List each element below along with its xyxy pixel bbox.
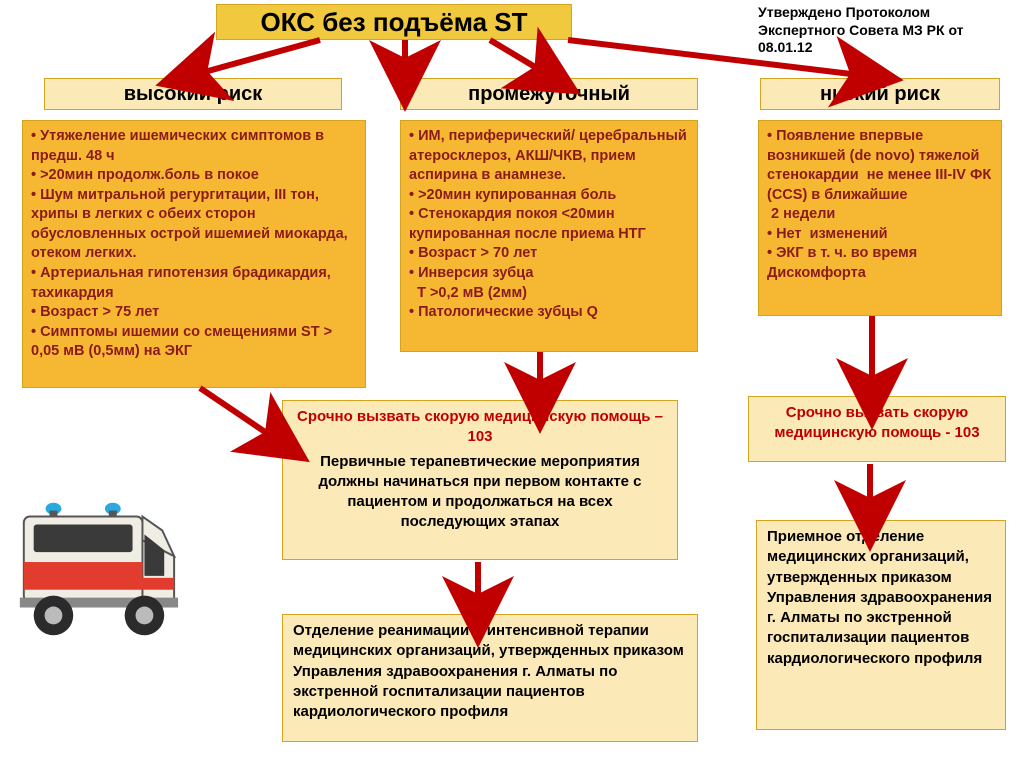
urgent-mid-line2: Первичные терапевтические мероприятия до… bbox=[293, 452, 667, 533]
list-item: Появление впервые возникшей (de novo) тя… bbox=[767, 127, 993, 225]
mid-header-text: промежуточный bbox=[468, 83, 630, 106]
list-item: Шум митральной регургитации, III тон, хр… bbox=[31, 186, 357, 264]
list-item: Возраст > 75 лет bbox=[31, 303, 357, 323]
list-item: >20мин купированная боль bbox=[409, 186, 689, 206]
low-risk-list: Появление впервые возникшей (de novo) тя… bbox=[767, 127, 993, 284]
urgent-low-box: Срочно вызвать скорую медицинскую помощь… bbox=[748, 396, 1006, 462]
list-item: Патологические зубцы Q bbox=[409, 303, 689, 323]
list-item: Возраст > 70 лет bbox=[409, 244, 689, 264]
approval-note: Утверждено Протоколом Экспертного Совета… bbox=[758, 4, 1008, 57]
list-item: Нет изменений bbox=[767, 225, 993, 245]
list-item: Утяжеление ишемических симптомов в предш… bbox=[31, 127, 357, 166]
high-risk-header: высокий риск bbox=[44, 78, 342, 110]
urgent-mid-box: Срочно вызвать скорую медицинскую помощь… bbox=[282, 400, 678, 560]
list-item: Симптомы ишемии со смещениями ST > 0,05 … bbox=[31, 323, 357, 362]
mid-risk-list: ИМ, периферический/ церебральный атероск… bbox=[409, 127, 689, 323]
title-text: ОКС без подъёма ST bbox=[260, 7, 527, 38]
mid-risk-box: ИМ, периферический/ церебральный атероск… bbox=[400, 120, 698, 352]
list-item: Инверсия зубца Т >0,2 мВ (2мм) bbox=[409, 264, 689, 303]
urgent-mid-line1: Срочно вызвать скорую медицинскую помощь… bbox=[293, 407, 667, 448]
mid-risk-header: промежуточный bbox=[400, 78, 698, 110]
ambulance-icon bbox=[6, 490, 184, 640]
low-risk-box: Появление впервые возникшей (de novo) тя… bbox=[758, 120, 1002, 316]
main-title: ОКС без подъёма ST bbox=[216, 4, 572, 40]
dept-mid-text: Отделение реанимации и интенсивной терап… bbox=[293, 622, 684, 720]
high-risk-list: Утяжеление ишемических симптомов в предш… bbox=[31, 127, 357, 362]
list-item: Стенокардия покоя <20мин купированная по… bbox=[409, 205, 689, 244]
list-item: >20мин продолж.боль в покое bbox=[31, 166, 357, 186]
urgent-low-text: Срочно вызвать скорую медицинскую помощь… bbox=[774, 404, 979, 441]
low-header-text: низкий риск bbox=[820, 83, 940, 106]
low-risk-header: низкий риск bbox=[760, 78, 1000, 110]
list-item: Артериальная гипотензия брадикардия, тах… bbox=[31, 264, 357, 303]
high-header-text: высокий риск bbox=[124, 83, 263, 106]
dept-low-box: Приемное отделение медицинских организац… bbox=[756, 520, 1006, 730]
approval-text: Утверждено Протоколом Экспертного Совета… bbox=[758, 4, 964, 55]
dept-low-text: Приемное отделение медицинских организац… bbox=[767, 528, 992, 667]
dept-mid-box: Отделение реанимации и интенсивной терап… bbox=[282, 614, 698, 742]
list-item: ИМ, периферический/ церебральный атероск… bbox=[409, 127, 689, 186]
high-risk-box: Утяжеление ишемических симптомов в предш… bbox=[22, 120, 366, 388]
list-item: ЭКГ в т. ч. во время Дискомфорта bbox=[767, 244, 993, 283]
